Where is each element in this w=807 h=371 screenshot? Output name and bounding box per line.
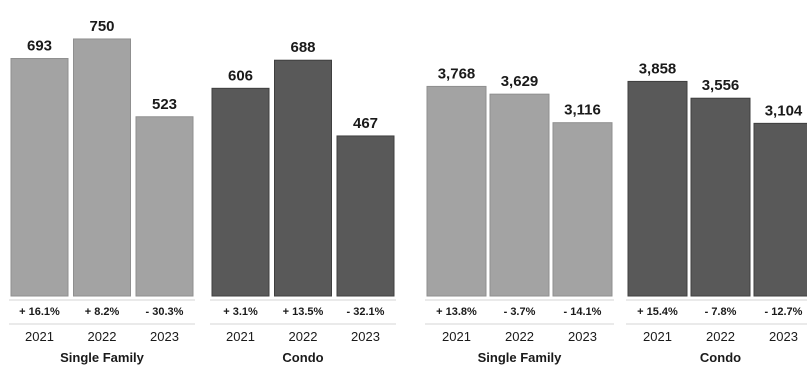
bar — [552, 122, 613, 297]
x-tick-label: 2022 — [289, 329, 318, 344]
change-label: + 8.2% — [85, 306, 120, 318]
bar — [753, 122, 807, 297]
data-label: 467 — [353, 115, 378, 132]
x-tick-label: 2023 — [769, 329, 798, 344]
data-label: 606 — [228, 67, 253, 84]
bar — [135, 116, 194, 297]
bar — [489, 93, 550, 297]
x-tick-label: 2022 — [88, 329, 117, 344]
x-tick-label: 2023 — [568, 329, 597, 344]
change-label: + 3.1% — [223, 306, 258, 318]
bar — [10, 58, 69, 297]
change-label: + 13.8% — [436, 306, 477, 318]
change-label: + 16.1% — [19, 306, 60, 318]
data-label: 3,104 — [765, 102, 803, 119]
bar — [690, 97, 751, 297]
change-label: - 14.1% — [564, 306, 602, 318]
x-tick-label: 2023 — [150, 329, 179, 344]
x-tick-label: 2022 — [706, 329, 735, 344]
data-label: 3,858 — [639, 60, 677, 77]
change-label: - 7.8% — [705, 306, 737, 318]
bar — [73, 38, 131, 297]
x-tick-label: 2021 — [442, 329, 471, 344]
data-label: 523 — [152, 96, 177, 113]
group-label: Single Family — [60, 350, 145, 365]
bar — [211, 87, 270, 297]
data-label: 3,116 — [564, 102, 601, 119]
group-label: Single Family — [478, 350, 563, 365]
bar — [627, 80, 688, 297]
bar — [336, 135, 395, 297]
data-label: 3,629 — [501, 73, 539, 90]
change-label: - 32.1% — [347, 306, 385, 318]
data-label: 750 — [89, 18, 114, 35]
data-label: 688 — [290, 39, 315, 56]
change-label: + 15.4% — [637, 306, 678, 318]
x-tick-label: 2021 — [643, 329, 672, 344]
change-label: - 3.7% — [504, 306, 536, 318]
group-label: Condo — [700, 350, 741, 365]
data-label: 3,556 — [702, 77, 740, 94]
change-label: + 13.5% — [283, 306, 324, 318]
x-tick-label: 2021 — [25, 329, 54, 344]
group-label: Condo — [282, 350, 323, 365]
change-label: - 30.3% — [146, 306, 184, 318]
change-label: - 12.7% — [765, 306, 803, 318]
x-tick-label: 2022 — [505, 329, 534, 344]
bar — [274, 59, 332, 297]
x-tick-label: 2023 — [351, 329, 380, 344]
x-tick-label: 2021 — [226, 329, 255, 344]
data-label: 693 — [27, 38, 52, 55]
data-label: 3,768 — [438, 65, 476, 82]
bar — [426, 85, 487, 297]
